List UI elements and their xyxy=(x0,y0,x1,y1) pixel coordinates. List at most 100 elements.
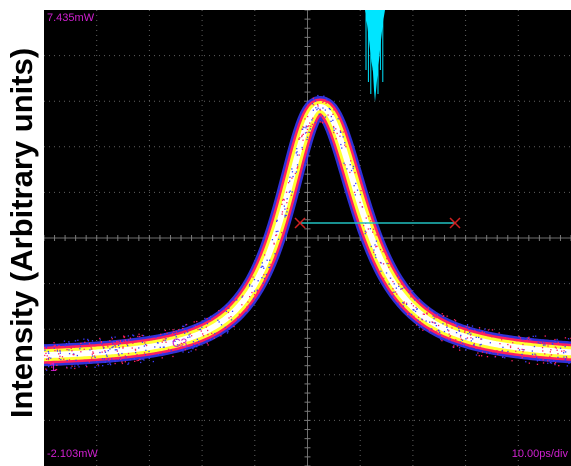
trace-noise-dot xyxy=(286,207,288,210)
trace-noise-dot xyxy=(45,346,47,348)
trace-noise-dot xyxy=(192,341,195,343)
trace-noise-dot xyxy=(349,164,351,166)
trace-noise-dot xyxy=(124,339,126,341)
trace-noise-dot xyxy=(438,330,440,332)
trace-noise-dot xyxy=(412,298,415,300)
trace-noise-dot xyxy=(435,317,437,319)
trace-noise-dot xyxy=(101,358,104,360)
trace-noise-dot xyxy=(418,326,420,329)
cursor-marker-icon xyxy=(294,217,306,229)
trace-noise-dot xyxy=(260,266,262,268)
trace-noise-dot xyxy=(175,331,177,333)
trace-noise-dot xyxy=(204,317,206,320)
trace-noise-dot xyxy=(549,355,551,357)
trace-noise-dot xyxy=(202,333,204,335)
trace-noise-dot xyxy=(518,335,520,337)
trace-noise-dot xyxy=(127,352,130,355)
trace-noise-dot xyxy=(486,356,489,358)
trace-noise-dot xyxy=(228,328,230,330)
trace-noise-dot xyxy=(119,341,122,343)
y-axis-title: Intensity (Arbitrary units) xyxy=(4,47,40,419)
trace-noise-dot xyxy=(230,319,233,321)
trace-noise-dot xyxy=(193,325,195,328)
trace-noise-dot xyxy=(53,342,55,344)
trace-noise-dot xyxy=(283,199,285,201)
trace-noise-dot xyxy=(379,248,382,251)
trace-noise-dot xyxy=(275,234,277,237)
trace-noise-dot xyxy=(339,130,342,132)
trace-noise-dot xyxy=(456,345,459,347)
trace-noise-dot xyxy=(475,347,477,349)
trace-noise-dot xyxy=(97,363,99,365)
trace-noise-dot xyxy=(261,265,263,267)
trace-noise-dot xyxy=(129,359,131,361)
trace-noise-dot xyxy=(314,121,316,124)
trace-noise-dot xyxy=(305,125,308,127)
oscilloscope-screen[interactable]: 7.435mW -2.103mW 10.00ps/div C3 1 xyxy=(44,10,571,466)
trace-noise-dot xyxy=(402,302,404,304)
trace-noise-dot xyxy=(124,355,126,357)
trace-noise-dot xyxy=(261,277,263,279)
trace-noise-dot xyxy=(542,362,545,364)
trace-noise-dot xyxy=(302,128,304,130)
trace-noise-dot xyxy=(104,361,106,363)
trace-noise-dot xyxy=(422,329,424,331)
trace-noise-dot xyxy=(322,117,324,120)
trace-noise-dot xyxy=(565,351,567,353)
ground-marker[interactable]: 1 xyxy=(50,360,57,374)
trace-noise-dot xyxy=(170,349,172,351)
trace-noise-dot xyxy=(74,367,76,370)
trace-noise-dot xyxy=(46,369,48,371)
trace-noise-dot xyxy=(196,323,198,325)
trace-noise-dot xyxy=(375,246,377,248)
trace-noise-dot xyxy=(553,360,555,362)
trace-noise-dot xyxy=(435,325,437,327)
trace-noise-dot xyxy=(73,354,75,356)
trace-noise-dot xyxy=(116,340,118,343)
trace-noise-dot xyxy=(99,339,101,341)
trace-noise-dot xyxy=(312,104,315,106)
trace-noise-dot xyxy=(504,337,506,339)
trace-noise-dot xyxy=(174,340,176,342)
trace-noise-dot xyxy=(47,359,50,361)
trace-noise-dot xyxy=(401,288,403,290)
trace-noise-dot xyxy=(480,338,483,340)
trace-noise-dot xyxy=(180,346,182,348)
trace-noise-dot xyxy=(353,185,355,187)
trace-noise-dot xyxy=(218,310,220,312)
trace-noise-dot xyxy=(241,296,243,298)
trace-noise-dot xyxy=(172,329,174,331)
trace-noise-dot xyxy=(325,102,327,104)
trace-noise-dot xyxy=(473,344,475,346)
trace-noise-dot xyxy=(50,357,52,359)
trace-noise-dot xyxy=(365,217,367,219)
trace-noise-dot xyxy=(439,331,441,334)
trace-noise-dot xyxy=(512,353,514,356)
trace-noise-dot xyxy=(547,345,549,347)
trace-noise-dot xyxy=(87,338,89,341)
trace-noise-dot xyxy=(302,126,304,128)
trace-noise-dot xyxy=(426,312,428,314)
trace-noise-dot xyxy=(484,328,486,330)
trace-noise-dot xyxy=(559,347,562,349)
trace-noise-dot xyxy=(238,313,240,315)
trace-noise-dot xyxy=(121,361,123,363)
trace-noise-dot xyxy=(470,333,472,335)
trace-noise-dot xyxy=(550,362,553,364)
trace-noise-dot xyxy=(499,343,501,345)
trace-noise-dot xyxy=(109,348,111,350)
trace-noise-dot xyxy=(56,349,58,351)
trace-noise-dot xyxy=(308,125,310,127)
trace-noise-dot xyxy=(57,346,60,348)
trace-noise-dot xyxy=(136,359,138,362)
trace-noise-dot xyxy=(411,313,413,315)
trace-noise-dot xyxy=(91,355,94,357)
trace-noise-dot xyxy=(323,121,326,123)
trace-noise-dot xyxy=(507,343,509,346)
trace-noise-dot xyxy=(194,325,197,327)
trace-noise-dot xyxy=(269,259,271,261)
trace-noise-dot xyxy=(191,335,193,337)
trace-noise-dot xyxy=(262,282,264,284)
trace-noise-dot xyxy=(192,347,194,350)
trace-noise-dot xyxy=(388,283,390,285)
